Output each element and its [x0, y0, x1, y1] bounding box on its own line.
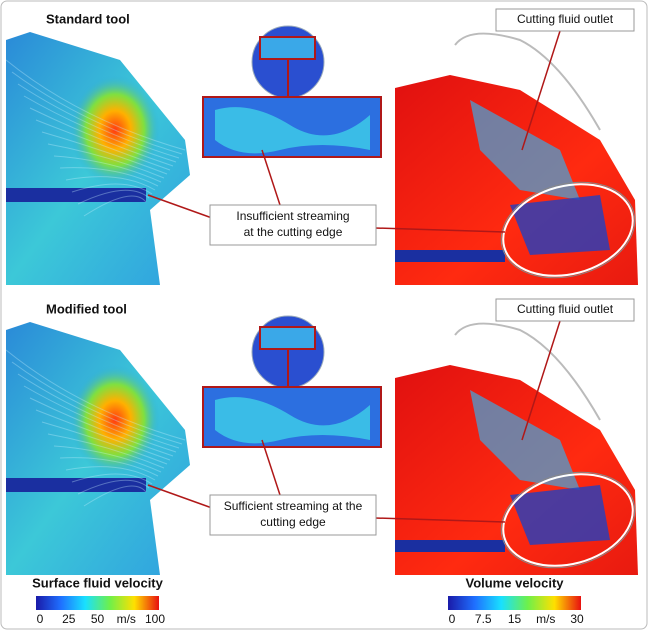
callout-arrow: [147, 484, 213, 509]
streamline: [71, 473, 153, 485]
colorbar-title: Surface fluid velocity: [32, 575, 164, 590]
callout-arrow: [521, 30, 561, 151]
annotation-line: at the cutting edge: [244, 225, 343, 239]
streamline: [11, 361, 183, 445]
cutting-edge: [395, 250, 505, 262]
streamline: [83, 195, 147, 217]
streamline: [41, 421, 168, 465]
panel-title: Standard tool: [46, 11, 130, 26]
streamline: [65, 176, 156, 191]
cutting-edge: [6, 478, 146, 492]
colorbar: [36, 596, 159, 610]
colorbar-unit: m/s: [117, 612, 136, 626]
streamline: [41, 131, 168, 175]
colorbar-tick-label: 7.5: [475, 612, 492, 626]
zoom-box: [259, 36, 316, 60]
callout-box: [495, 8, 635, 32]
streamline: [35, 119, 171, 171]
panels: Standard tool Cutting fluid outlet Insuffi…: [5, 8, 638, 575]
zoom-flow: [215, 397, 370, 444]
callout-box: [209, 204, 377, 246]
streamline: [23, 95, 177, 163]
callout-label: Cutting fluid outlet: [517, 302, 614, 316]
streamline: [47, 143, 165, 179]
streamline: [11, 71, 183, 155]
hotspot: [70, 365, 160, 475]
annotation-line: Insufficient streaming: [236, 209, 349, 223]
highlight-ellipse: [500, 471, 636, 569]
callout-arrow: [374, 517, 506, 523]
volume-low: [470, 390, 580, 490]
streamline: [71, 183, 153, 195]
colorbar-tick-label: 100: [145, 612, 165, 626]
highlight-ellipse: [502, 473, 634, 567]
colorbar-tick-label: 30: [570, 612, 584, 626]
streamline: [59, 167, 159, 187]
streamline: [17, 83, 180, 159]
panel: Modified tool Cutting fluid outlet Suffici…: [5, 298, 638, 575]
volume-low: [470, 100, 580, 200]
streamline: [83, 485, 147, 507]
streamline: [5, 349, 186, 441]
outlet-pipe: [454, 322, 601, 421]
outlet-pipe: [454, 32, 601, 131]
callout-arrow: [147, 194, 213, 219]
highlight-ellipse: [502, 183, 634, 277]
cutting-edge: [395, 540, 505, 552]
streamline: [29, 107, 174, 167]
callout-box: [209, 494, 377, 536]
hotspot: [70, 75, 160, 185]
panel-title: Modified tool: [46, 301, 127, 316]
streamline: [35, 409, 171, 461]
colorbar-tick-label: 0: [449, 612, 456, 626]
zoom-box: [259, 326, 316, 350]
colorbar-tick-label: 0: [37, 612, 44, 626]
colorbar-tick-label: 25: [62, 612, 76, 626]
streamline: [77, 479, 150, 495]
annotation-line: Sufficient streaming at the: [224, 499, 363, 513]
cutting-edge: [6, 188, 146, 202]
streamline: [17, 373, 180, 449]
callout-arrow: [261, 149, 281, 206]
callout-arrow: [374, 227, 506, 233]
colorbar-unit: m/s: [536, 612, 555, 626]
highlight-ellipse: [500, 181, 636, 279]
colorbar-title: Volume velocity: [465, 575, 564, 590]
callout-label: Cutting fluid outlet: [517, 12, 614, 26]
panel: Standard tool Cutting fluid outlet Insuffi…: [5, 8, 638, 285]
streamline: [65, 466, 156, 481]
callout-box: [495, 298, 635, 322]
colorbars: Surface fluid velocity 0 25 50 100 m/s Volume …: [32, 575, 584, 626]
colorbar-tick-label: 15: [508, 612, 522, 626]
streamline: [23, 385, 177, 453]
streamline: [47, 433, 165, 469]
colorbar: [448, 596, 581, 610]
streamline: [53, 445, 162, 473]
callout-arrow: [521, 320, 561, 441]
streamline: [5, 59, 186, 151]
volume-low: [510, 195, 610, 255]
streamline: [29, 397, 174, 457]
callout-arrow: [261, 439, 281, 496]
zoom-flow: [215, 107, 370, 154]
annotation-line: cutting edge: [260, 515, 326, 529]
streamline: [53, 155, 162, 183]
colorbar-tick-label: 50: [91, 612, 105, 626]
streamline: [77, 189, 150, 205]
streamline: [59, 457, 159, 477]
volume-low: [510, 485, 610, 545]
